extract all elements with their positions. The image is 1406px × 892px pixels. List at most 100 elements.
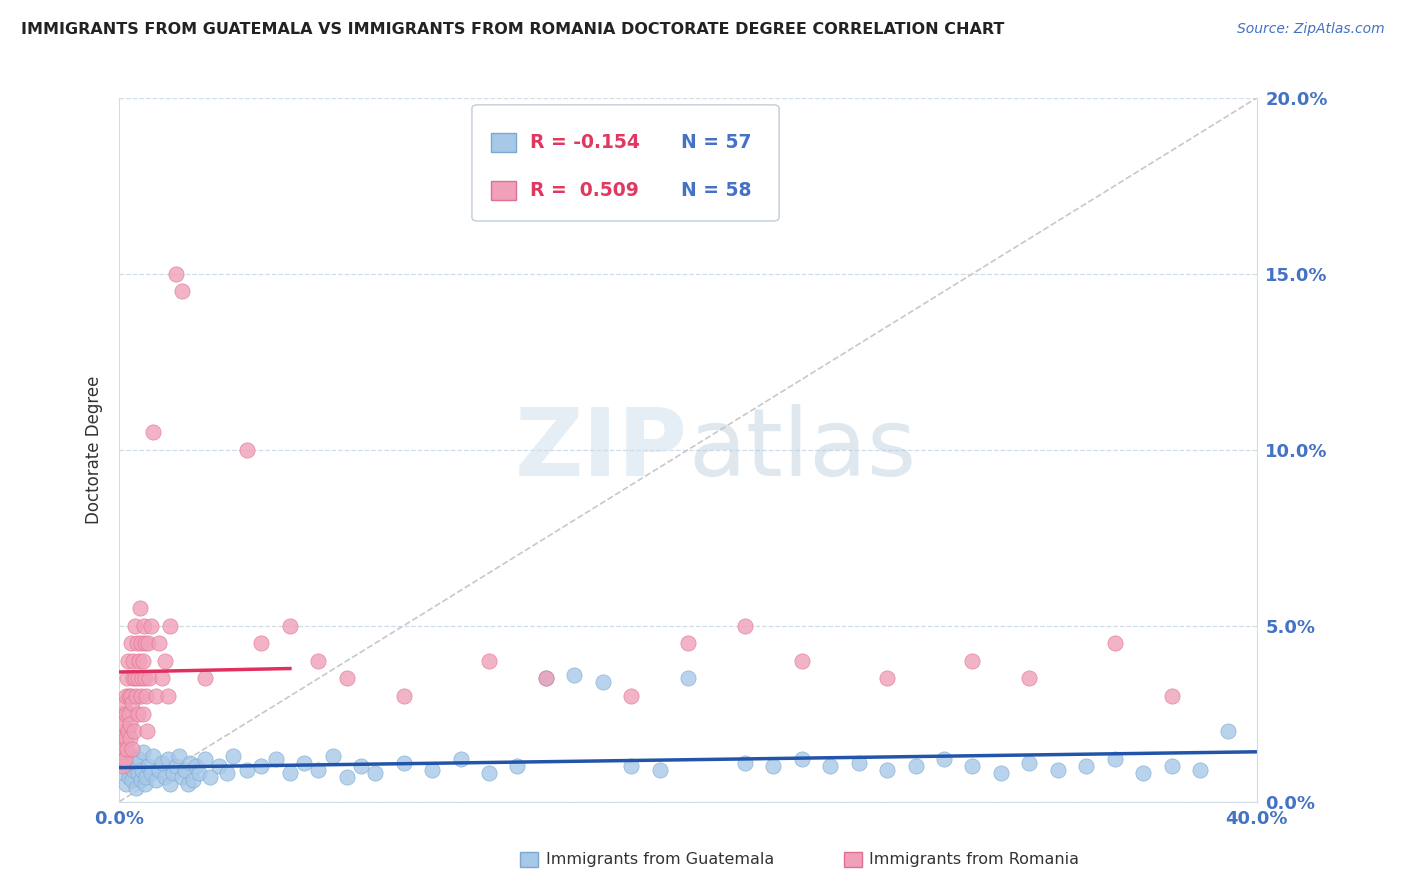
Point (139, 766, 162, 780)
Point (148, 636, 170, 650)
Point (125, 636, 148, 650)
Point (876, 763, 898, 777)
Point (170, 285, 193, 299)
Point (962, 654, 984, 668)
Point (676, 672, 699, 686)
Point (179, 756, 201, 770)
Point (135, 724, 157, 739)
Point (127, 672, 149, 686)
Point (592, 675, 614, 690)
Point (111, 731, 134, 746)
Point (1046, 763, 1069, 777)
Text: R =  0.509: R = 0.509 (530, 181, 638, 200)
Point (153, 654, 176, 668)
Point (145, 689, 167, 703)
Point (1076, 759, 1098, 773)
Point (118, 770, 141, 784)
Point (336, 770, 359, 784)
Text: R = -0.154: R = -0.154 (530, 133, 640, 153)
Point (194, 752, 217, 766)
Point (734, 618, 756, 632)
FancyBboxPatch shape (472, 105, 779, 221)
Point (264, 752, 287, 766)
Point (1188, 763, 1211, 777)
Point (145, 773, 167, 788)
Point (1218, 724, 1240, 739)
Point (278, 618, 301, 632)
Point (194, 672, 217, 686)
Point (129, 601, 152, 615)
Point (129, 689, 152, 703)
Point (115, 672, 138, 686)
Point (139, 618, 162, 632)
Point (118, 706, 141, 721)
Point (165, 759, 187, 773)
Point (1104, 752, 1126, 766)
Point (292, 756, 315, 770)
Point (200, 770, 222, 784)
Point (115, 777, 138, 791)
Text: Source: ZipAtlas.com: Source: ZipAtlas.com (1237, 22, 1385, 37)
Point (176, 777, 198, 791)
Point (159, 618, 181, 632)
Point (181, 773, 204, 788)
FancyBboxPatch shape (491, 181, 516, 200)
Point (307, 763, 329, 777)
Point (117, 654, 139, 668)
Point (129, 773, 152, 788)
Point (114, 731, 136, 746)
Point (156, 752, 179, 766)
Point (676, 636, 699, 650)
Point (322, 748, 344, 763)
Point (904, 759, 927, 773)
Point (170, 770, 193, 784)
Text: IMMIGRANTS FROM GUATEMALA VS IMMIGRANTS FROM ROMANIA DOCTORATE DEGREE CORRELATIO: IMMIGRANTS FROM GUATEMALA VS IMMIGRANTS … (21, 22, 1004, 37)
Point (167, 748, 190, 763)
Point (136, 636, 159, 650)
Point (132, 654, 155, 668)
Point (336, 672, 359, 686)
Text: N = 57: N = 57 (682, 133, 752, 153)
Point (122, 763, 145, 777)
Y-axis label: Doctorate Degree: Doctorate Degree (86, 376, 103, 524)
Point (392, 689, 415, 703)
Point (932, 752, 955, 766)
Point (122, 724, 145, 739)
Point (1018, 672, 1040, 686)
Point (187, 766, 209, 780)
Text: Immigrants from Guatemala: Immigrants from Guatemala (546, 852, 773, 867)
Point (790, 654, 813, 668)
Point (142, 425, 165, 439)
Point (620, 759, 643, 773)
Point (114, 689, 136, 703)
Text: atlas: atlas (688, 404, 917, 496)
Point (120, 689, 142, 703)
Point (156, 689, 179, 703)
Point (1132, 766, 1154, 780)
FancyBboxPatch shape (491, 134, 516, 152)
Point (150, 672, 173, 686)
Point (159, 777, 181, 791)
Point (121, 741, 143, 756)
Point (506, 759, 529, 773)
Point (848, 756, 870, 770)
Point (136, 759, 159, 773)
Point (534, 672, 557, 686)
Point (307, 654, 329, 668)
Point (120, 636, 142, 650)
Point (278, 766, 301, 780)
Point (142, 748, 165, 763)
Point (134, 618, 156, 632)
Point (118, 689, 141, 703)
Point (250, 759, 273, 773)
Point (138, 672, 160, 686)
Point (112, 741, 135, 756)
Point (236, 442, 259, 457)
Point (124, 672, 146, 686)
Point (420, 763, 443, 777)
Point (110, 724, 132, 739)
Point (236, 763, 259, 777)
Point (120, 717, 142, 731)
Point (112, 696, 135, 710)
Text: N = 58: N = 58 (682, 181, 752, 200)
